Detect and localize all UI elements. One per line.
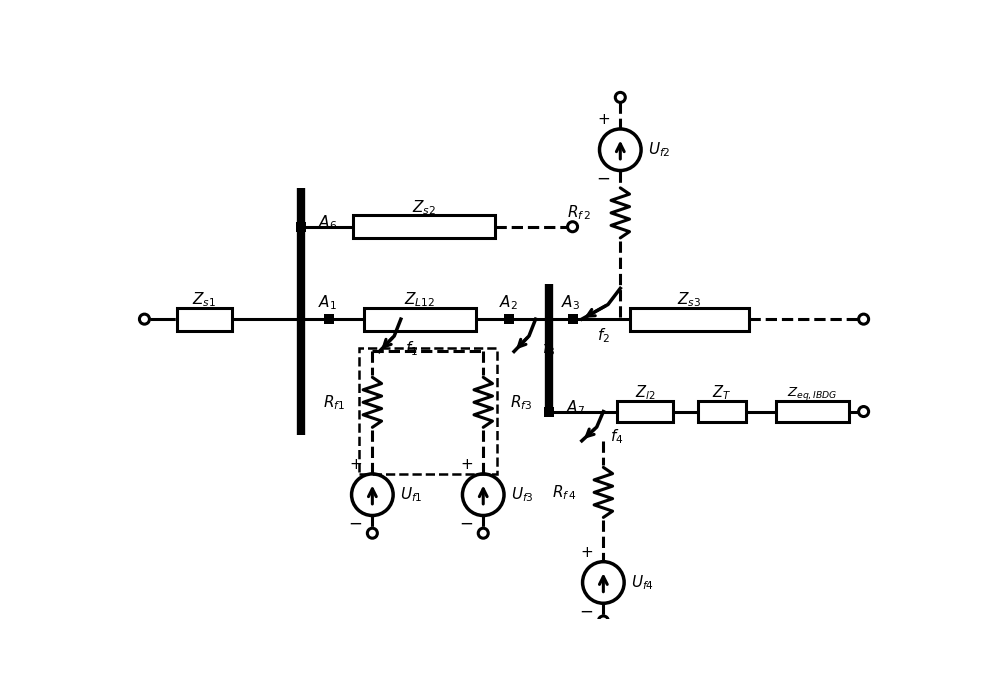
Circle shape <box>139 314 149 324</box>
Text: $U_{f4}$: $U_{f4}$ <box>631 573 654 592</box>
Text: $-$: $-$ <box>596 170 610 187</box>
Circle shape <box>615 93 625 102</box>
Circle shape <box>598 616 608 626</box>
Bar <box>544 406 554 416</box>
Circle shape <box>367 528 377 538</box>
Text: $-$: $-$ <box>459 514 473 532</box>
Text: $Z_{L12}$: $Z_{L12}$ <box>404 290 436 309</box>
Text: $+$: $+$ <box>597 113 610 127</box>
Text: $Z_{l2}$: $Z_{l2}$ <box>635 383 655 402</box>
Text: $Z_{s1}$: $Z_{s1}$ <box>192 290 217 309</box>
Text: $+$: $+$ <box>580 546 593 560</box>
Bar <box>568 314 578 324</box>
Text: $Z_T$: $Z_T$ <box>712 383 732 402</box>
Text: $f_4$: $f_4$ <box>610 427 623 445</box>
Bar <box>776 401 849 422</box>
Bar <box>324 314 334 324</box>
Bar <box>630 308 749 331</box>
Circle shape <box>478 528 488 538</box>
Text: $A_2$: $A_2$ <box>499 293 518 312</box>
Bar <box>364 308 476 331</box>
Text: $+$: $+$ <box>460 459 473 473</box>
Circle shape <box>859 314 869 324</box>
Text: $R_{f1}$: $R_{f1}$ <box>323 393 345 411</box>
Bar <box>358 349 497 474</box>
Text: $+$: $+$ <box>349 459 362 473</box>
Text: $Z_{s3}$: $Z_{s3}$ <box>677 290 702 309</box>
Text: $A_1$: $A_1$ <box>318 293 337 312</box>
Text: $-$: $-$ <box>348 514 362 532</box>
Text: $Z_{s2}$: $Z_{s2}$ <box>412 198 436 217</box>
Bar <box>698 401 746 422</box>
Text: $A_6$: $A_6$ <box>318 214 337 232</box>
Text: $U_{f1}$: $U_{f1}$ <box>400 485 423 504</box>
Text: $A_7$: $A_7$ <box>566 398 586 417</box>
Text: $f_3$: $f_3$ <box>542 339 555 358</box>
Text: $Z_{eq,IBDG}$: $Z_{eq,IBDG}$ <box>787 385 838 402</box>
Text: $A_3$: $A_3$ <box>561 293 581 312</box>
Circle shape <box>859 406 869 416</box>
Text: $-$: $-$ <box>579 603 593 619</box>
Circle shape <box>568 222 578 232</box>
Text: $f_1$: $f_1$ <box>405 339 419 358</box>
Text: $R_{f\,4}$: $R_{f\,4}$ <box>552 483 576 502</box>
Bar <box>296 222 306 232</box>
Text: $U_{f2}$: $U_{f2}$ <box>648 141 671 159</box>
Text: $R_{f3}$: $R_{f3}$ <box>510 393 532 411</box>
Text: $U_{f3}$: $U_{f3}$ <box>511 485 534 504</box>
Bar <box>504 314 514 324</box>
Bar <box>617 401 673 422</box>
Bar <box>353 215 495 238</box>
Bar <box>177 308 232 331</box>
Text: $R_{f\,2}$: $R_{f\,2}$ <box>567 203 591 222</box>
Text: $f_2$: $f_2$ <box>597 326 610 345</box>
